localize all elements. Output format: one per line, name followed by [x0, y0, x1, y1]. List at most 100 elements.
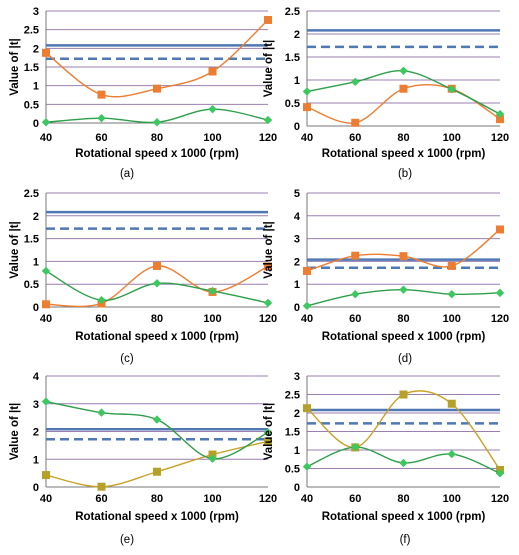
x-tick-label: 60 — [95, 313, 107, 325]
data-point-square — [42, 48, 50, 57]
y-tick-label: 2 — [294, 29, 300, 41]
x-tick-label: 120 — [259, 493, 277, 505]
data-point-square — [351, 118, 360, 127]
panel-caption: (f) — [400, 534, 411, 546]
y-axis-label: Value of |t| — [9, 221, 21, 279]
panel-caption: (e) — [120, 534, 134, 546]
series-line-1 — [306, 390, 501, 471]
data-point-diamond — [263, 428, 273, 437]
data-point-diamond — [208, 104, 217, 114]
y-tick-label: 0 — [294, 121, 300, 133]
y-tick-label: 0 — [294, 302, 300, 314]
data-point-diamond — [447, 85, 456, 94]
chart-panel-4: 0 1 2 3 4 5 40 60 80 100 120 Rotational speed x 100… — [263, 188, 509, 365]
data-point-diamond — [495, 109, 505, 119]
data-point-diamond — [97, 408, 106, 417]
y-tick-label: 3 — [33, 6, 39, 18]
data-point-diamond — [447, 449, 456, 459]
data-point-square — [496, 115, 504, 124]
y-tick-label: 0.5 — [24, 279, 39, 291]
y-tick-label: 3 — [294, 234, 300, 246]
x-tick-label: 60 — [95, 493, 107, 505]
data-point-square — [97, 90, 106, 99]
y-tick-label: 1.5 — [285, 427, 300, 439]
y-tick-label: 2 — [33, 43, 39, 55]
x-tick-label: 40 — [40, 493, 52, 505]
y-tick-label: 2.5 — [24, 25, 39, 37]
y-tick-label: 4 — [33, 371, 40, 383]
data-point-diamond — [208, 454, 217, 463]
x-tick-label: 60 — [95, 132, 107, 144]
x-tick-label: 100 — [203, 313, 221, 325]
data-point-diamond — [302, 301, 312, 311]
data-point-diamond — [97, 295, 106, 305]
data-point-square — [447, 261, 456, 270]
x-axis-label: Rotational speed x 1000 (rpm) — [322, 148, 486, 160]
data-point-square — [153, 261, 161, 270]
y-tick-label: 2.5 — [24, 188, 39, 200]
y-axis-label: Value of |t| — [9, 403, 21, 461]
data-point-square — [303, 266, 311, 275]
data-point-diamond — [208, 286, 217, 296]
data-point-diamond — [263, 298, 273, 308]
y-tick-label: 4 — [294, 211, 301, 223]
x-axis-label: Rotational speed x 1000 (rpm) — [75, 331, 239, 343]
y-axis-label: Value of |t| — [263, 221, 275, 279]
data-point-diamond — [351, 442, 360, 452]
data-point-diamond — [302, 462, 312, 471]
x-tick-label: 100 — [443, 132, 461, 144]
y-axis-label: Value of |t| — [263, 403, 275, 461]
y-tick-label: 0.5 — [24, 99, 39, 111]
panel-caption: (b) — [398, 168, 412, 180]
x-axis-label: Rotational speed x 1000 (rpm) — [75, 511, 239, 523]
y-tick-label: 1.5 — [24, 62, 39, 74]
data-point-square — [264, 437, 272, 446]
data-point-square — [351, 251, 360, 260]
data-point-square — [153, 84, 161, 93]
data-point-diamond — [41, 266, 51, 276]
x-tick-label: 40 — [301, 313, 313, 325]
x-axis-label: Rotational speed x 1000 (rpm) — [322, 511, 486, 523]
data-point-square — [264, 15, 272, 24]
data-point-diamond — [97, 113, 106, 123]
data-point-square — [399, 252, 408, 261]
data-point-square — [42, 471, 50, 480]
series-line-1 — [306, 228, 501, 272]
data-point-diamond — [302, 87, 312, 96]
data-point-diamond — [447, 290, 456, 299]
x-tick-label: 120 — [491, 493, 509, 505]
x-tick-label: 80 — [397, 493, 409, 505]
y-tick-label: 1 — [33, 454, 39, 466]
x-tick-label: 100 — [443, 493, 461, 505]
data-point-diamond — [41, 118, 51, 127]
data-point-diamond — [399, 66, 408, 75]
y-tick-label: 0.5 — [285, 98, 300, 110]
x-tick-label: 60 — [349, 132, 361, 144]
y-tick-label: 2.5 — [285, 6, 300, 18]
data-point-diamond — [495, 469, 505, 478]
data-point-square — [97, 482, 106, 491]
y-tick-label: 1 — [294, 75, 300, 87]
x-tick-label: 40 — [40, 132, 52, 144]
x-axis-label: Rotational speed x 1000 (rpm) — [322, 331, 486, 343]
data-point-square — [303, 103, 311, 112]
x-tick-label: 100 — [203, 493, 221, 505]
x-tick-label: 80 — [397, 313, 409, 325]
x-tick-label: 120 — [491, 132, 509, 144]
series-line-1 — [45, 440, 269, 488]
data-point-square — [399, 390, 408, 399]
x-tick-label: 40 — [301, 493, 313, 505]
data-point-diamond — [152, 415, 162, 424]
y-tick-label: 1 — [33, 81, 39, 93]
data-point-square — [447, 399, 456, 408]
data-point-diamond — [351, 290, 360, 299]
x-tick-label: 100 — [443, 313, 461, 325]
x-tick-label: 80 — [397, 132, 409, 144]
y-tick-label: 3 — [294, 371, 300, 383]
data-point-square — [264, 262, 272, 271]
x-tick-label: 40 — [301, 132, 313, 144]
y-tick-label: 1 — [294, 445, 300, 457]
data-point-square — [496, 225, 504, 234]
data-point-square — [42, 300, 50, 309]
